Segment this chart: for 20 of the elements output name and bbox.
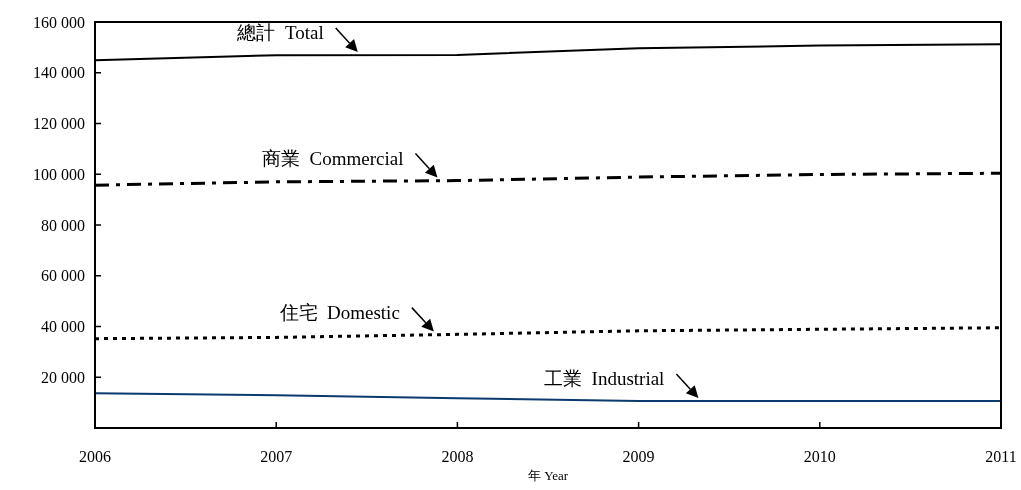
x-tick-label: 2009	[622, 448, 655, 465]
y-tick-label: 60 000	[41, 267, 85, 285]
y-tick-label: 140 000	[33, 64, 85, 82]
y-tick-label: 100 000	[33, 165, 85, 183]
y-tick-label: 80 000	[41, 216, 85, 234]
x-tick-label: 2010	[803, 448, 836, 465]
line-series	[94, 392, 1002, 403]
y-tick-label: 20 000	[41, 368, 85, 386]
y-tick-label: 40 000	[41, 318, 85, 336]
x-tick-label: 2007	[260, 448, 293, 465]
x-tick-label: 2008	[441, 448, 474, 465]
y-tick-label: 160 000	[33, 13, 85, 31]
annotation: 住宅 Domestic	[278, 301, 400, 323]
annotation: 商業 Commercial	[262, 147, 404, 169]
x-tick-label: 2006	[79, 448, 111, 465]
y-tick-label: 120 000	[33, 115, 85, 133]
x-axis-title: 年 Year	[527, 468, 569, 483]
x-tick-label: 2011	[985, 448, 1017, 465]
annotation: 總計 Total	[236, 21, 324, 43]
annotation: 工業 Industrial	[544, 368, 665, 390]
